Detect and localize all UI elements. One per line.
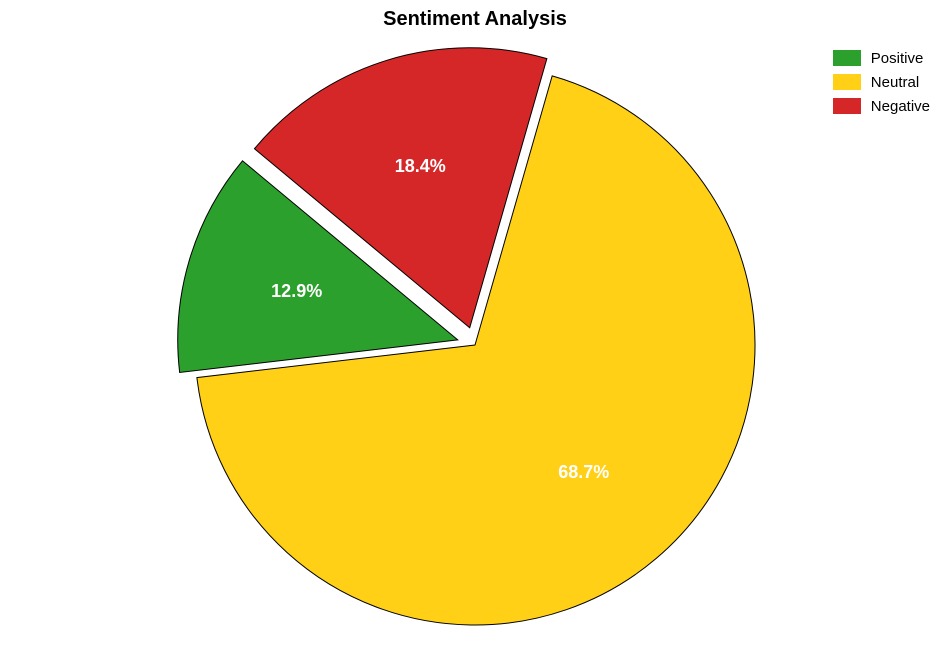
legend-label-positive: Positive xyxy=(871,50,924,67)
legend: Positive Neutral Negative xyxy=(833,48,930,120)
sentiment-pie-chart: Sentiment Analysis 68.7%12.9%18.4% Posit… xyxy=(0,0,950,662)
slice-label-negative: 18.4% xyxy=(395,156,446,176)
legend-item-negative: Negative xyxy=(833,96,930,116)
legend-swatch-negative xyxy=(833,98,861,114)
slice-label-neutral: 68.7% xyxy=(558,462,609,482)
legend-item-positive: Positive xyxy=(833,48,930,68)
legend-swatch-neutral xyxy=(833,74,861,90)
legend-swatch-positive xyxy=(833,50,861,66)
slice-label-positive: 12.9% xyxy=(271,281,322,301)
legend-label-negative: Negative xyxy=(871,98,930,115)
legend-label-neutral: Neutral xyxy=(871,74,919,91)
legend-item-neutral: Neutral xyxy=(833,72,930,92)
pie-svg: 68.7% 12.9% 18.4% xyxy=(0,0,950,662)
